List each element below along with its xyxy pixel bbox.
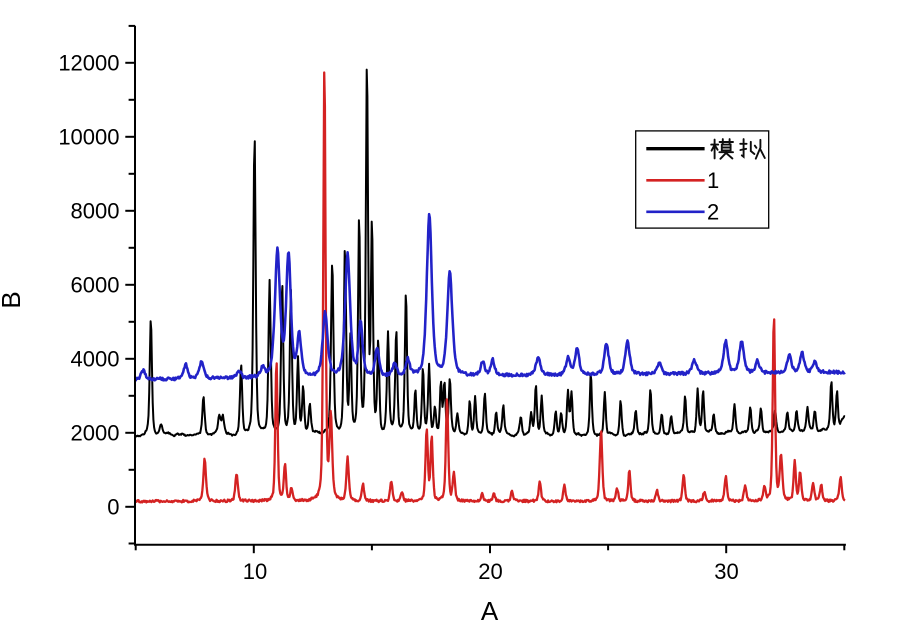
svg-text:1: 1 <box>707 168 719 193</box>
svg-text:6000: 6000 <box>71 273 120 298</box>
svg-text:2000: 2000 <box>71 421 120 446</box>
svg-text:2: 2 <box>707 200 719 225</box>
svg-text:10000: 10000 <box>58 125 119 150</box>
svg-text:0: 0 <box>107 495 119 520</box>
svg-text:4000: 4000 <box>71 347 120 372</box>
svg-text:12000: 12000 <box>58 51 119 76</box>
svg-text:A: A <box>481 596 499 626</box>
svg-text:20: 20 <box>478 559 502 584</box>
svg-text:10: 10 <box>243 559 267 584</box>
svg-text:B: B <box>0 291 26 308</box>
svg-text:8000: 8000 <box>71 199 120 224</box>
svg-text:30: 30 <box>714 559 738 584</box>
